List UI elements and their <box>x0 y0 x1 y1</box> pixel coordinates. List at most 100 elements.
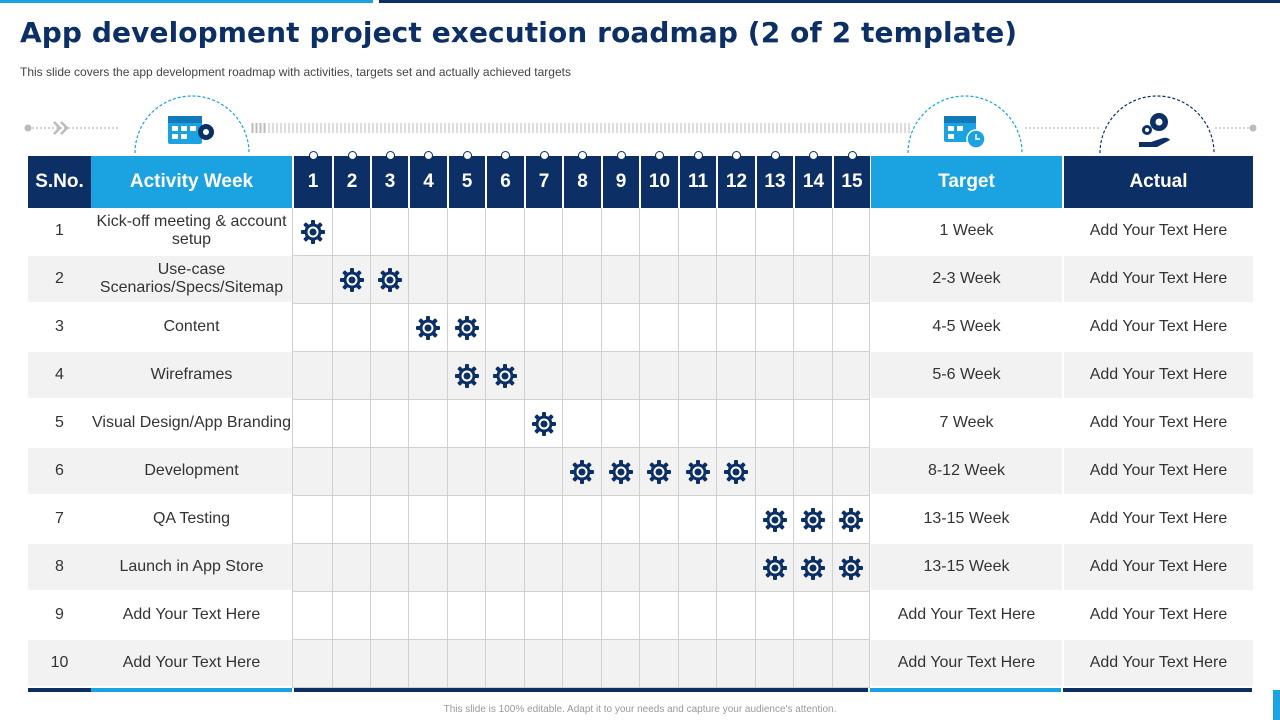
cell-target: Add Your Text Here <box>870 592 1062 640</box>
header-week-7: 7 <box>524 151 562 208</box>
cell-week-15 <box>832 592 870 640</box>
cell-week-7 <box>524 400 562 448</box>
table-row: 4 Wireframes 5-6 Week Add Your Text Here <box>28 352 1253 400</box>
cell-week-14 <box>793 496 832 544</box>
cell-week-7 <box>524 496 562 544</box>
cell-week-4 <box>408 352 447 400</box>
cell-week-15 <box>832 352 870 400</box>
cell-week-4 <box>408 496 447 544</box>
gear-icon <box>339 267 364 292</box>
cell-week-15 <box>832 304 870 352</box>
cell-week-4 <box>408 640 447 688</box>
cell-week-11 <box>678 592 716 640</box>
header-actual: Actual <box>1062 156 1253 208</box>
header-week-6: 6 <box>485 151 524 208</box>
gear-icon <box>608 459 633 484</box>
cell-week-6 <box>485 640 524 688</box>
header-week-9: 9 <box>601 151 639 208</box>
cell-week-10 <box>639 544 678 592</box>
gear-icon <box>377 267 402 292</box>
week-pin-marker <box>501 151 510 160</box>
header-week-label: 11 <box>687 171 709 192</box>
cell-week-1 <box>292 256 332 304</box>
cell-week-5 <box>447 304 485 352</box>
cell-week-2 <box>332 352 370 400</box>
cell-week-5 <box>447 544 485 592</box>
cell-week-2 <box>332 256 370 304</box>
cell-week-1 <box>292 352 332 400</box>
cell-week-1 <box>292 544 332 592</box>
cell-actual: Add Your Text Here <box>1062 544 1253 592</box>
cell-week-3 <box>370 448 408 496</box>
cell-week-9 <box>601 544 639 592</box>
cell-week-5 <box>447 496 485 544</box>
cell-sno: 6 <box>28 448 91 496</box>
bottom-bar-activity <box>91 688 292 692</box>
gear-icon <box>801 507 825 532</box>
table-row: 7 QA Testing 13-15 Week Add Your Text Here <box>28 496 1253 544</box>
cell-actual: Add Your Text Here <box>1062 208 1253 256</box>
cell-target: 5-6 Week <box>870 352 1062 400</box>
cell-week-7 <box>524 448 562 496</box>
gear-icon <box>416 315 440 340</box>
week-pin-marker <box>308 151 318 160</box>
header-activity-week: Activity Week <box>91 156 292 208</box>
table-row: 2 Use-case Scenarios/Specs/Sitemap 2-3 Wee… <box>28 256 1253 304</box>
cell-week-7 <box>524 304 562 352</box>
cell-week-9 <box>601 640 639 688</box>
cell-week-15 <box>832 208 870 256</box>
cell-week-10 <box>639 352 678 400</box>
cell-target: 8-12 Week <box>870 448 1062 496</box>
cell-week-11 <box>678 400 716 448</box>
gear-icon <box>839 507 863 532</box>
cell-target: 2-3 Week <box>870 256 1062 304</box>
cell-activity: Add Your Text Here <box>91 592 292 640</box>
header-week-label: 15 <box>841 171 863 192</box>
bottom-bar-actual <box>1063 688 1252 692</box>
cell-week-10 <box>639 208 678 256</box>
cell-week-7 <box>524 592 562 640</box>
cell-week-12 <box>716 352 755 400</box>
gear-icon <box>762 507 787 532</box>
gear-icon <box>762 555 787 580</box>
cell-week-2 <box>332 304 370 352</box>
cell-target: Add Your Text Here <box>870 640 1062 688</box>
cell-week-13 <box>755 640 793 688</box>
gear-icon <box>300 219 325 244</box>
table-body: 1 Kick-off meeting & account setup 1 Week A… <box>28 208 1253 688</box>
cell-activity: Visual Design/App Branding <box>91 400 292 448</box>
page-title: App development project execution roadma… <box>20 16 1018 49</box>
header-week-label: 6 <box>500 171 511 192</box>
cell-week-12 <box>716 400 755 448</box>
cell-week-4 <box>408 592 447 640</box>
header-week-label: 2 <box>346 171 358 192</box>
week-pin-marker <box>809 151 818 160</box>
cell-sno: 1 <box>28 208 91 256</box>
header-week-3: 3 <box>370 151 408 208</box>
cell-week-13 <box>755 448 793 496</box>
cell-week-3 <box>370 592 408 640</box>
footer-note: This slide is 100% editable. Adapt it to… <box>443 704 837 715</box>
cell-week-15 <box>832 544 870 592</box>
cell-week-6 <box>485 352 524 400</box>
header-week-label: 13 <box>764 171 786 192</box>
cell-week-8 <box>562 256 601 304</box>
cell-sno: 2 <box>28 256 91 304</box>
week-pin-marker <box>693 151 703 160</box>
cell-week-8 <box>562 400 601 448</box>
cell-activity: Use-case Scenarios/Specs/Sitemap <box>91 256 292 304</box>
cell-week-7 <box>524 544 562 592</box>
week-pin-marker <box>732 151 741 160</box>
cell-week-4 <box>408 208 447 256</box>
cell-week-5 <box>447 256 485 304</box>
cell-week-1 <box>292 304 332 352</box>
cell-week-9 <box>601 448 639 496</box>
cell-week-5 <box>447 448 485 496</box>
cell-week-14 <box>793 544 832 592</box>
cell-week-15 <box>832 448 870 496</box>
cell-week-1 <box>292 496 332 544</box>
table-row: 1 Kick-off meeting & account setup 1 Week A… <box>28 208 1253 256</box>
cell-week-14 <box>793 352 832 400</box>
cell-week-11 <box>678 640 716 688</box>
week-pin-marker <box>578 151 587 160</box>
